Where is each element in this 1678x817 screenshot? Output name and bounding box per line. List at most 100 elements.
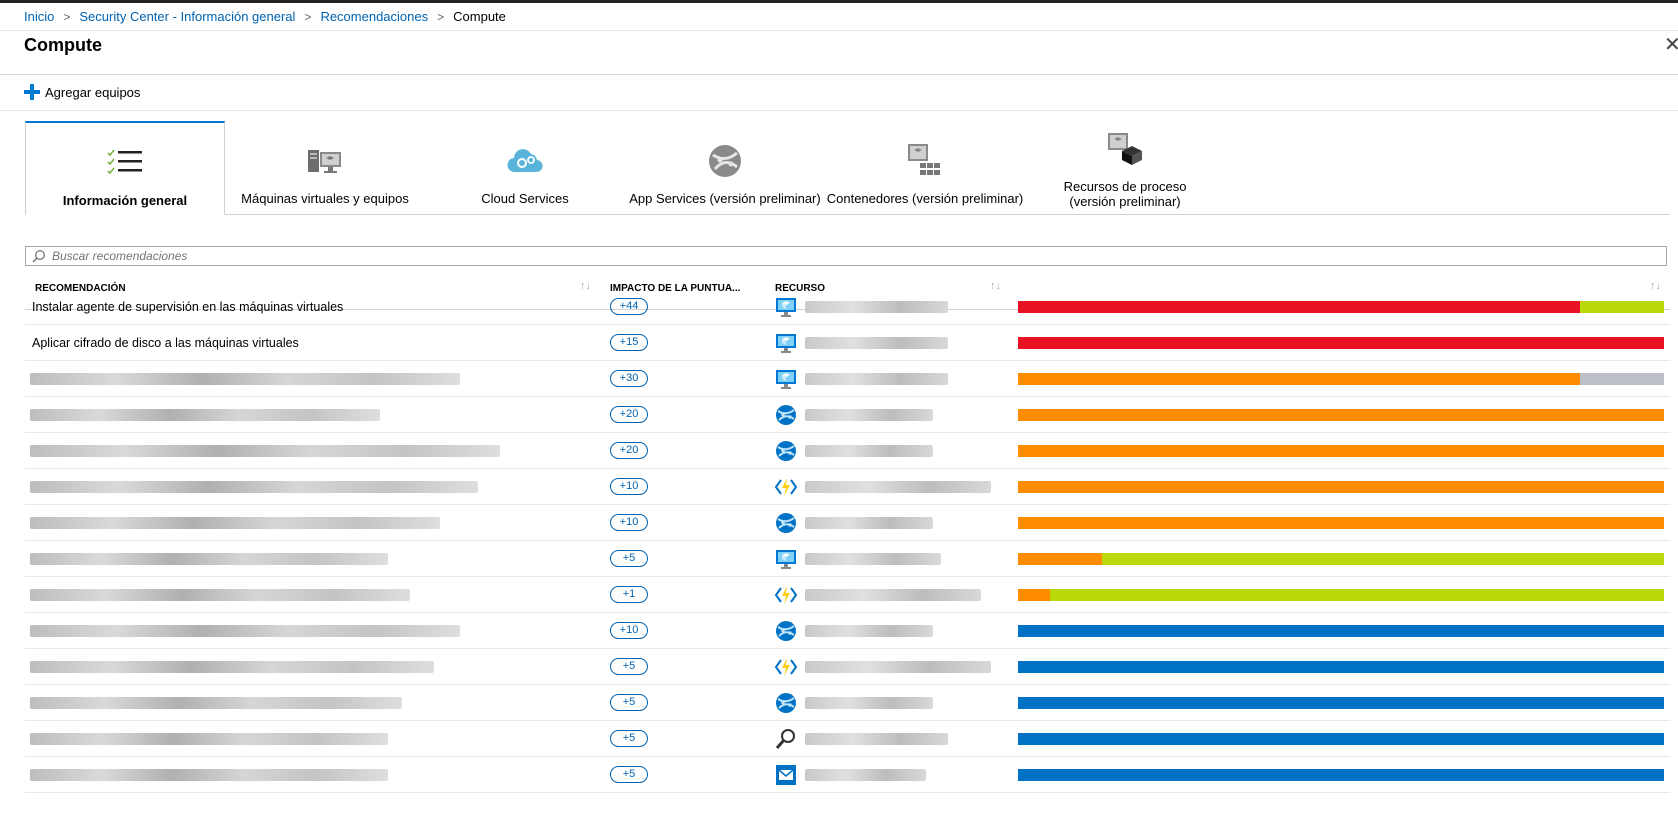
redacted-resource-name — [805, 769, 926, 781]
virtual-machine-icon — [775, 548, 797, 570]
tab-compute-resources[interactable]: Recursos de proceso (versión preliminar) — [1025, 121, 1225, 214]
app-service-icon — [775, 440, 797, 462]
sort-icon[interactable]: ↑↓ — [990, 280, 1001, 292]
table-row[interactable]: +5 — [25, 649, 1670, 685]
table-row[interactable]: +10 — [25, 469, 1670, 505]
table-row[interactable]: +10 — [25, 613, 1670, 649]
tab-cloud-services[interactable]: Cloud Services — [425, 121, 625, 214]
breadcrumb-home[interactable]: Inicio — [24, 9, 55, 24]
health-bar-segment-blue — [1018, 769, 1664, 781]
search-icon — [32, 250, 45, 263]
table-row[interactable]: +20 — [25, 397, 1670, 433]
table-row[interactable]: +30 — [25, 361, 1670, 397]
health-bar-segment-orange — [1018, 481, 1664, 493]
health-bar-segment-lime — [1050, 589, 1664, 601]
breadcrumb-recommendations[interactable]: Recomendaciones — [320, 9, 429, 24]
impact-badge: +5 — [610, 730, 648, 747]
window-top-border — [0, 0, 1678, 3]
table-row[interactable]: +5 — [25, 721, 1670, 757]
health-bar-segment-blue — [1018, 697, 1664, 709]
plus-icon — [24, 84, 40, 100]
impact-badge: +20 — [610, 442, 648, 459]
redacted-recommendation — [30, 697, 402, 709]
redacted-resource-name — [805, 301, 948, 313]
chevron-right-icon: > — [437, 9, 445, 24]
checklist-icon — [106, 143, 144, 183]
redacted-recommendation — [30, 445, 500, 457]
table-row[interactable]: +1 — [25, 577, 1670, 613]
search-input[interactable] — [50, 248, 1554, 264]
chevron-right-icon: > — [304, 9, 312, 24]
table-row[interactable]: +20 — [25, 433, 1670, 469]
redacted-recommendation — [30, 733, 388, 745]
redacted-resource-name — [805, 445, 933, 457]
column-header-recommendation[interactable]: RECOMENDACIÓN — [35, 283, 126, 294]
add-computers-label: Agregar equipos — [45, 84, 141, 100]
impact-badge: +44 — [610, 298, 648, 315]
redacted-recommendation — [30, 481, 478, 493]
redacted-resource-name — [805, 409, 933, 421]
redacted-resource-name — [805, 589, 981, 601]
add-computers-button[interactable]: Agregar equipos — [24, 84, 140, 100]
table-row[interactable]: +5 — [25, 685, 1670, 721]
sort-icon[interactable]: ↑↓ — [580, 280, 591, 292]
virtual-machine-icon — [775, 368, 797, 390]
health-bar-segment-orange — [1018, 589, 1051, 601]
divider — [0, 30, 1678, 31]
divider — [0, 110, 1678, 111]
search-box[interactable] — [25, 246, 1667, 266]
tab-app-services[interactable]: App Services (versión preliminar) — [625, 121, 825, 214]
tab-overview[interactable]: Información general — [25, 121, 225, 215]
redacted-recommendation — [30, 517, 440, 529]
app-service-icon — [775, 620, 797, 642]
redacted-recommendation — [30, 409, 380, 421]
redacted-recommendation — [30, 553, 388, 565]
function-app-icon — [774, 476, 798, 498]
column-header-impact[interactable]: IMPACTO DE LA PUNTUA... — [610, 283, 741, 294]
health-bar-segment-lime — [1101, 553, 1664, 565]
app-service-icon — [775, 404, 797, 426]
virtual-machine-icon — [775, 296, 797, 318]
resource-health-bar — [1018, 661, 1664, 673]
table-row[interactable]: Instalar agente de supervisión en las má… — [25, 289, 1670, 325]
tab-virtual-machines[interactable]: Máquinas virtuales y equipos — [225, 121, 425, 214]
health-bar-segment-orange — [1018, 445, 1664, 457]
resource-health-bar — [1018, 553, 1664, 565]
impact-badge: +1 — [610, 586, 648, 603]
app-service-icon — [775, 512, 797, 534]
breadcrumb-current: Compute — [453, 9, 506, 24]
impact-badge: +10 — [610, 478, 648, 495]
impact-badge: +30 — [610, 370, 648, 387]
redacted-resource-name — [805, 337, 948, 349]
resource-health-bar — [1018, 625, 1664, 637]
health-bar-segment-orange — [1018, 409, 1664, 421]
redacted-recommendation — [30, 373, 460, 385]
table-row[interactable]: Aplicar cifrado de disco a las máquinas … — [25, 325, 1670, 361]
health-bar-segment-blue — [1018, 661, 1664, 673]
redacted-resource-name — [805, 481, 991, 493]
redacted-resource-name — [805, 553, 941, 565]
redacted-resource-name — [805, 373, 948, 385]
resource-tabs: Información general Máquinas virtuales y… — [25, 121, 1670, 215]
column-header-resource[interactable]: RECURSO — [775, 283, 826, 294]
close-icon[interactable]: ✕ — [1664, 34, 1678, 56]
health-bar-segment-orange — [1018, 553, 1102, 565]
tab-label: Máquinas virtuales y equipos — [241, 191, 409, 206]
table-row[interactable]: +10 — [25, 505, 1670, 541]
resource-health-bar — [1018, 481, 1664, 493]
tab-containers[interactable]: Contenedores (versión preliminar) — [825, 121, 1025, 214]
sort-icon[interactable]: ↑↓ — [1650, 280, 1661, 292]
resource-health-bar — [1018, 337, 1664, 349]
resource-health-bar — [1018, 373, 1664, 385]
redacted-recommendation — [30, 661, 434, 673]
table-row[interactable]: +5 — [25, 541, 1670, 577]
table-row[interactable]: +5 — [25, 757, 1670, 793]
impact-badge: +5 — [610, 658, 648, 675]
redacted-resource-name — [805, 697, 933, 709]
redacted-recommendation — [30, 625, 460, 637]
health-bar-segment-orange — [1018, 517, 1664, 529]
resource-health-bar — [1018, 769, 1664, 781]
breadcrumb-security-center[interactable]: Security Center - Información general — [79, 9, 296, 24]
impact-badge: +10 — [610, 622, 648, 639]
app-services-icon — [707, 141, 743, 181]
